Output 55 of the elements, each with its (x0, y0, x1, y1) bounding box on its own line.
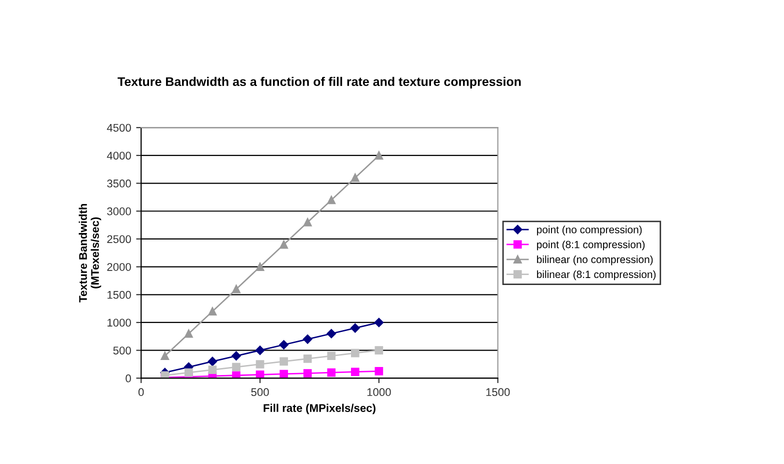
point (184, 329, 193, 338)
x-tick-label: 0 (138, 388, 144, 396)
point (326, 328, 336, 338)
legend-label: point (no compression) (537, 226, 642, 236)
point (350, 348, 360, 358)
point (374, 367, 384, 376)
x-tick-label: 500 (251, 388, 269, 396)
y-tick-label: 2500 (107, 235, 131, 244)
point (280, 240, 288, 249)
point (208, 356, 218, 366)
y-tick-label: 4000 (106, 152, 131, 160)
point (160, 352, 170, 360)
point (208, 366, 217, 374)
point (374, 346, 384, 354)
point (280, 370, 288, 378)
legend-label: bilinear (8:1 compression) (537, 270, 656, 280)
legend-label: point (8:1 compression) (537, 240, 645, 250)
point (327, 352, 336, 360)
y-tick-label: 3500 (107, 180, 131, 188)
y-tick-label: 0 (126, 374, 131, 382)
point (280, 357, 288, 366)
point (327, 368, 336, 377)
point (255, 346, 265, 355)
point (350, 174, 360, 182)
point (303, 369, 312, 378)
point (184, 368, 193, 377)
point (374, 318, 384, 328)
point (303, 354, 312, 363)
y-tick-label: 1000 (108, 318, 131, 327)
point (232, 371, 240, 378)
point (256, 262, 264, 271)
point (256, 360, 264, 368)
point (256, 370, 264, 378)
point (208, 307, 217, 316)
point (232, 351, 241, 361)
chart-title: Texture Bandwidth as a function of fill rate and texture compression (118, 76, 521, 89)
point (350, 323, 360, 333)
y-tick-label: 4500 (106, 124, 131, 132)
point (374, 151, 384, 160)
y-tick-label: 1500 (108, 290, 131, 299)
x-tick-label: 1500 (486, 388, 510, 396)
point (302, 334, 312, 344)
y-tick-label: 3000 (107, 207, 131, 216)
point (350, 368, 360, 376)
y-axis-title: Texture Bandwidth (MTexels/sec) (78, 204, 102, 302)
y-tick-label: 2000 (107, 263, 131, 271)
point (232, 284, 240, 294)
y-tick-label: 500 (113, 346, 131, 354)
point (303, 218, 312, 226)
legend-label: bilinear (no compression) (537, 255, 653, 266)
x-tick-label: 1000 (367, 388, 391, 396)
point (279, 340, 288, 350)
point (232, 362, 240, 372)
point (327, 196, 336, 204)
x-axis-title: Fill rate (MPixels/sec) (264, 404, 376, 414)
